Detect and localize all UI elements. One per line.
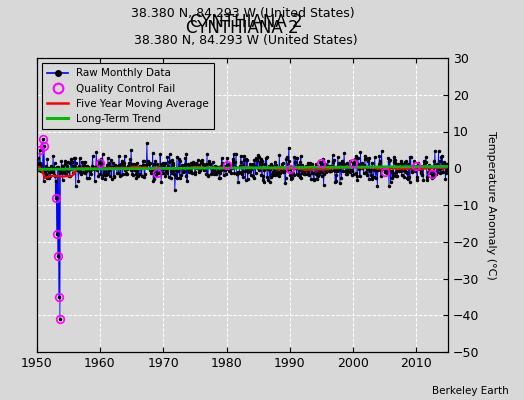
Text: CYNTHIANA 2: CYNTHIANA 2 — [190, 13, 302, 31]
Title: CYNTHIANA 2: CYNTHIANA 2 — [186, 19, 299, 37]
Y-axis label: Temperature Anomaly (°C): Temperature Anomaly (°C) — [486, 131, 496, 279]
Text: 38.380 N, 84.293 W (United States): 38.380 N, 84.293 W (United States) — [130, 7, 354, 20]
Text: Berkeley Earth: Berkeley Earth — [432, 386, 508, 396]
Text: 38.380 N, 84.293 W (United States): 38.380 N, 84.293 W (United States) — [135, 34, 358, 47]
Legend: Raw Monthly Data, Quality Control Fail, Five Year Moving Average, Long-Term Tren: Raw Monthly Data, Quality Control Fail, … — [42, 63, 214, 129]
